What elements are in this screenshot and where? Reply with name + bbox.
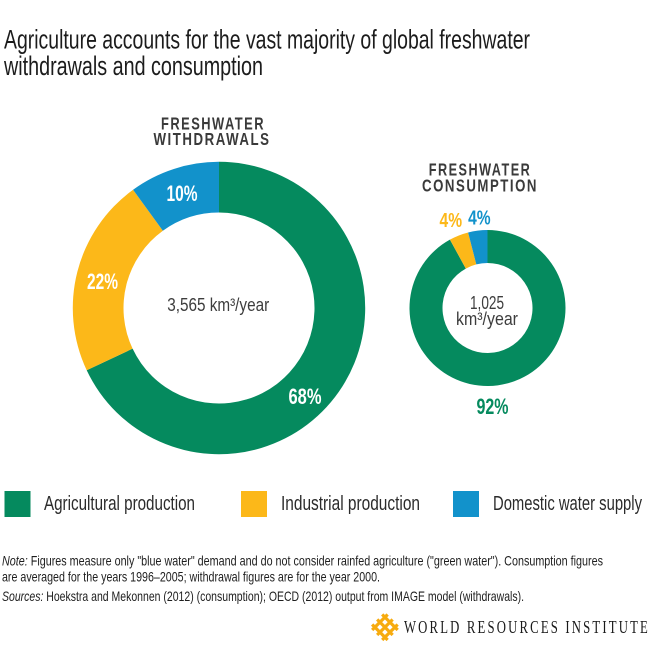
svg-text:92%: 92%: [477, 394, 509, 419]
svg-text:22%: 22%: [87, 269, 118, 294]
svg-text:Note: Figures measure only "bl: Note: Figures measure only "blue water" …: [2, 552, 603, 568]
svg-text:WITHDRAWALS: WITHDRAWALS: [154, 129, 271, 149]
svg-text:withdrawals and consumption: withdrawals and consumption: [3, 51, 263, 81]
svg-text:WORLD RESOURCES INSTITUTE: WORLD RESOURCES INSTITUTE: [404, 617, 648, 637]
svg-text:Industrial production: Industrial production: [281, 493, 420, 515]
svg-text:1,025: 1,025: [470, 293, 504, 313]
svg-text:FRESHWATER: FRESHWATER: [429, 159, 532, 179]
svg-text:Sources: Hoekstra and Mekonnen: Sources: Hoekstra and Mekonnen (2012) (c…: [2, 588, 524, 604]
svg-text:4%: 4%: [440, 210, 463, 232]
svg-text:km³/year: km³/year: [456, 309, 518, 329]
svg-text:Agriculture accounts for the v: Agriculture accounts for the vast majori…: [4, 24, 530, 54]
svg-text:68%: 68%: [289, 384, 322, 409]
svg-text:Domestic water supply: Domestic water supply: [493, 493, 642, 515]
svg-text:Agricultural production: Agricultural production: [44, 493, 195, 515]
svg-text:10%: 10%: [167, 181, 198, 206]
svg-text:3,565 km³/year: 3,565 km³/year: [167, 295, 269, 315]
svg-text:4%: 4%: [468, 207, 491, 229]
svg-text:FRESHWATER: FRESHWATER: [161, 114, 265, 134]
svg-text:are averaged for the years 199: are averaged for the years 1996–2005; wi…: [2, 569, 380, 585]
svg-text:CONSUMPTION: CONSUMPTION: [422, 175, 538, 195]
